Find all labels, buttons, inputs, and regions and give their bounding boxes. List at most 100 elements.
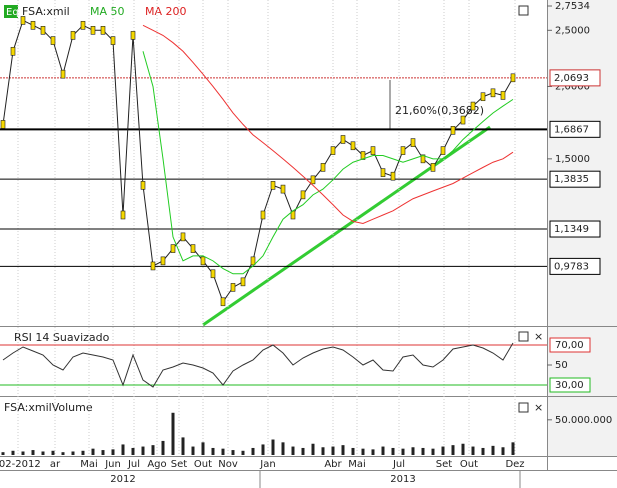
x-tick-label: Jan [259,459,275,470]
volume-bar [471,446,475,455]
rsi-title: RSI 14 Suavizado [14,331,110,344]
x-tick-label: Set [436,459,453,470]
volume-bar [151,445,155,455]
series-line [142,24,514,225]
series-line [142,51,514,275]
volume-bar [91,448,95,455]
volume-bar [351,447,355,455]
badge-text: Eq [6,7,19,18]
price-candle [180,232,186,242]
series-line [2,342,514,388]
reference-label: 1,1349 [554,224,589,235]
price-candle [380,168,386,177]
price-candle [40,26,46,35]
price-candle [80,21,86,30]
volume-bar [81,450,85,455]
price-candle [420,154,426,164]
price-candle [300,190,306,200]
reference-label-box [549,120,601,138]
volume-bar [421,447,425,455]
reference-label: 2,0693 [554,73,589,84]
volume-bar [401,448,405,455]
price-candle [360,151,366,160]
price-candle [0,120,6,129]
maximize-button[interactable] [518,331,529,342]
price-candle [480,92,486,102]
x-tick-label: -02-2012 [0,459,41,470]
x-tick-label: Mai [348,459,366,470]
badge [4,5,18,18]
price-candle [320,163,326,172]
maximize-button[interactable] [518,402,529,413]
volume-bar [181,437,185,455]
volume-bar [491,445,495,455]
volume-bar [461,443,465,455]
price-candle [150,261,156,271]
volume-bar [191,446,195,455]
x-tick-label: Jul [127,459,140,470]
volume-bar [101,450,105,455]
year-label: 2013 [390,474,415,485]
price-candle [260,210,266,220]
price-candle [170,244,176,253]
volume-bar [411,447,415,455]
volume-bar [311,443,315,455]
price-candle [370,146,376,155]
price-candle [350,141,356,151]
close-button[interactable]: × [534,401,543,414]
volume-bar [291,446,295,455]
price-candle [390,171,396,181]
volume-bar [361,448,365,455]
price-title: FSA:xmil [22,5,70,18]
price-candle [430,163,436,172]
volume-bar [211,447,215,455]
volume-bar [341,445,345,455]
volume-bar [141,446,145,455]
price-candle [130,31,136,40]
y-tick-label: 50 [555,360,568,371]
y-tick-label: 2,7534 [555,1,590,12]
price-candle [210,269,216,279]
volume-bar [431,448,435,455]
volume-bar [11,450,15,455]
x-tick-label: Ago [147,459,166,470]
volume-bar [451,445,455,455]
volume-bar [391,447,395,455]
volume-bar [201,442,205,455]
x-tick-label: Mai [80,459,98,470]
maximize-button[interactable] [518,5,529,16]
price-candle [510,73,516,83]
volume-bar [221,448,225,455]
legend-ma200: MA 200 [145,5,187,18]
volume-bar [21,451,25,455]
price-candle [50,36,56,45]
price-candle [190,244,196,253]
y-tick-label: 70,00 [555,340,584,351]
x-tick-label: Out [460,459,478,470]
series-line [2,19,514,303]
price-candle [280,184,286,194]
price-candle [330,146,336,155]
volume-bar [381,446,385,455]
level-label-box [549,377,591,393]
x-tick-label: Out [194,459,212,470]
price-candle [250,256,256,266]
volume-bar [61,452,65,455]
close-button[interactable]: × [534,330,543,343]
volume-bar [271,439,275,455]
y-tick-label: 2,0000 [555,81,590,92]
price-candle [110,36,116,45]
y-tick-label: 30,00 [555,380,584,391]
volume-bar [331,446,335,455]
volume-bar [301,447,305,455]
reference-label-box [549,170,601,188]
volume-bar [111,449,115,455]
price-candle [200,256,206,266]
y-tick-label: 2,5000 [555,25,590,36]
reference-label: 1,3835 [554,174,589,185]
volume-bar [511,442,515,455]
price-candle [100,26,106,35]
volume-bar [321,447,325,455]
